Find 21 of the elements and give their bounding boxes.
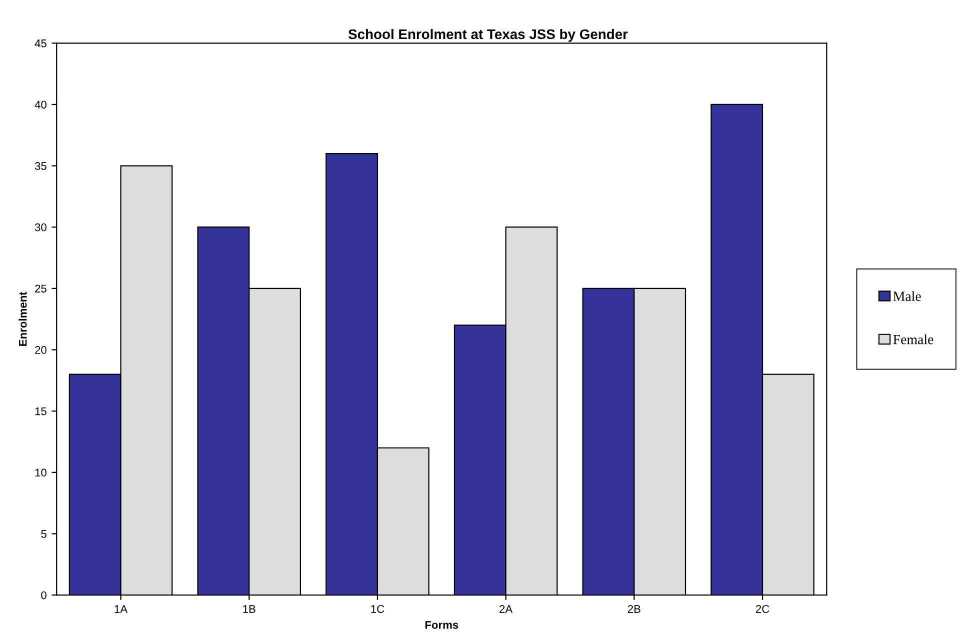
legend-label: Male (893, 291, 921, 302)
y-tick-label: 10 (35, 468, 46, 477)
x-tick-label: 1B (243, 605, 256, 613)
x-tick-label: 2B (628, 605, 640, 613)
x-axis-title: Forms (425, 621, 458, 629)
y-tick-label: 0 (41, 591, 46, 600)
y-tick-label: 35 (34, 162, 46, 170)
y-tick-label: 25 (35, 284, 46, 293)
y-tick-label: 20 (35, 346, 46, 354)
y-tick-label: 30 (34, 223, 46, 232)
x-tick-label: 1A (114, 605, 128, 613)
y-tick-label: 40 (34, 100, 46, 109)
x-tick-label: 1C (371, 605, 384, 613)
y-tick-label: 5 (41, 530, 46, 538)
chart-title: School Enrolment at Texas JSS by Gender (348, 28, 628, 42)
y-axis-title: Enrolment (18, 292, 27, 346)
x-tick-label: 2C (756, 605, 770, 613)
legend-label: Female (893, 334, 934, 344)
y-tick-label: 45 (34, 40, 46, 48)
y-tick-label: 15 (35, 407, 46, 416)
x-tick-label: 2A (500, 605, 513, 613)
